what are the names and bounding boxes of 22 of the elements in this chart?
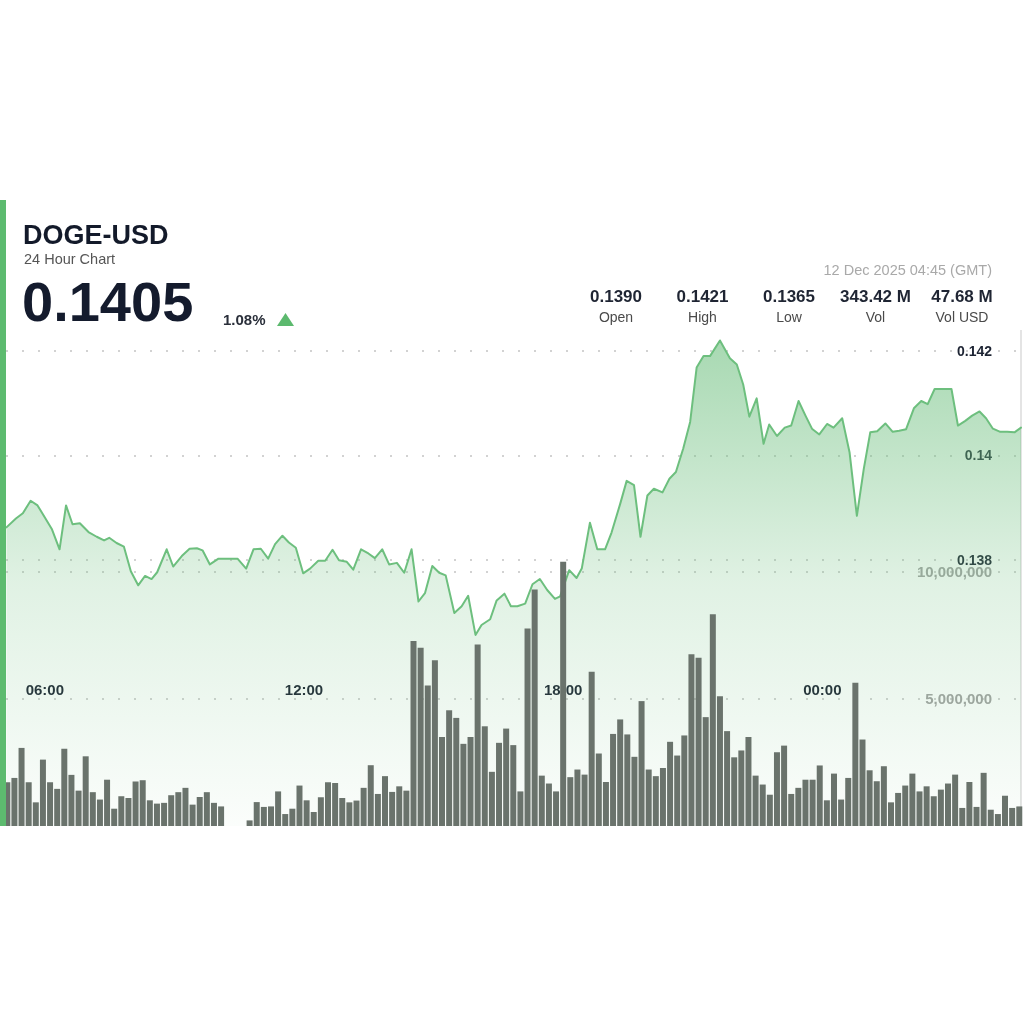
text: 1.08% [223, 311, 266, 328]
chart-title: DOGE-USD [23, 220, 169, 250]
text: 47.68 M [931, 287, 993, 306]
text: Vol USD [934, 309, 990, 325]
y-tick-label: 0.138 [956, 551, 993, 568]
text: Vol [864, 309, 887, 325]
y-tick-label: 0.14 [964, 447, 993, 464]
x-tick-label: 00:00 [803, 681, 842, 698]
annotation: 0.1405 [22, 270, 194, 333]
text: 0.1390 [589, 287, 643, 306]
x-tick-label: 12:00 [284, 681, 324, 698]
text: Open [597, 309, 635, 325]
text: Low [775, 309, 803, 325]
text: 0.1365 [763, 287, 815, 306]
text: 0.1421 [675, 287, 730, 306]
y2-tick-label: 5,000,000 [925, 690, 992, 708]
y-tick-label: 0.142 [956, 342, 993, 359]
text: 343.42 M [840, 287, 911, 306]
x-tick-label: 06:00 [25, 681, 65, 698]
text: High [687, 309, 718, 325]
chart-subtitle: 24 Hour Chart [24, 251, 116, 267]
text: 12 Dec 2025 04:45 (GMT) [823, 262, 992, 278]
